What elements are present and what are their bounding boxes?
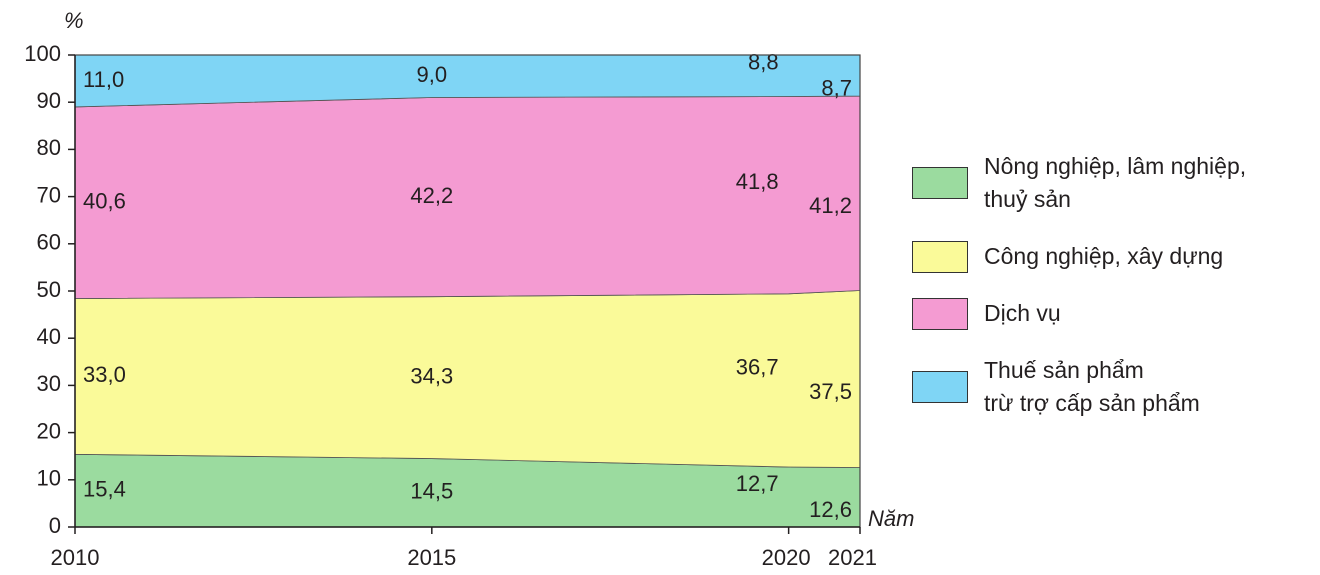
area [74, 95, 861, 299]
value-label: 42,2 [410, 183, 453, 208]
value-label: 15,4 [83, 476, 126, 501]
value-label: 41,2 [809, 193, 852, 218]
legend-swatch [912, 167, 968, 199]
value-label: 40,6 [83, 189, 126, 214]
y-tick-label: 90 [37, 88, 61, 113]
x-tick-label: 2015 [407, 545, 456, 570]
legend-item: Công nghiệp, xây dựng [912, 240, 1312, 273]
value-label: 12,6 [809, 497, 852, 522]
value-label: 8,8 [748, 50, 779, 75]
value-label: 41,8 [736, 169, 779, 194]
y-tick-label: 50 [37, 277, 61, 302]
x-tick-label: 2021 [828, 545, 877, 570]
legend-item: Thuế sản phẩm trừ trợ cấp sản phẩm [912, 354, 1312, 420]
legend-item: Dịch vụ [912, 297, 1312, 330]
y-tick-label: 10 [37, 466, 61, 491]
y-tick-label: 40 [37, 324, 61, 349]
legend-item: Nông nghiệp, lâm nghiệp, thuỷ sản [912, 150, 1312, 216]
legend-label: Thuế sản phẩm trừ trợ cấp sản phẩm [984, 357, 1200, 416]
value-label: 36,7 [736, 354, 779, 379]
y-tick-label: 0 [49, 513, 61, 538]
x-axis-label: Năm [868, 506, 914, 531]
value-label: 34,3 [410, 363, 453, 388]
legend-swatch [912, 297, 968, 330]
legend-swatch [912, 240, 968, 273]
legend: Nông nghiệp, lâm nghiệp, thuỷ sản Công ng… [912, 150, 1312, 444]
value-label: 14,5 [410, 479, 453, 504]
y-tick-label: 60 [37, 230, 61, 255]
value-label: 37,5 [809, 379, 852, 404]
y-tick-label: 80 [37, 135, 61, 160]
x-tick-label: 2010 [51, 545, 100, 570]
value-label: 12,7 [736, 471, 779, 496]
value-label: 9,0 [417, 62, 448, 87]
legend-label: Dịch vụ [984, 300, 1061, 326]
y-tick-label: 70 [37, 182, 61, 207]
legend-swatch [912, 371, 968, 403]
value-label: 8,7 [821, 75, 852, 100]
y-tick-label: 30 [37, 371, 61, 396]
y-tick-label: 100 [24, 41, 61, 66]
legend-label: Nông nghiệp, lâm nghiệp, thuỷ sản [984, 153, 1247, 212]
x-tick-label: 2020 [762, 545, 811, 570]
y-tick-label: 20 [37, 418, 61, 443]
legend-label: Công nghiệp, xây dựng [984, 243, 1224, 269]
y-axis-label: % [64, 8, 84, 33]
value-label: 11,0 [83, 67, 124, 92]
value-label: 33,0 [83, 362, 126, 387]
